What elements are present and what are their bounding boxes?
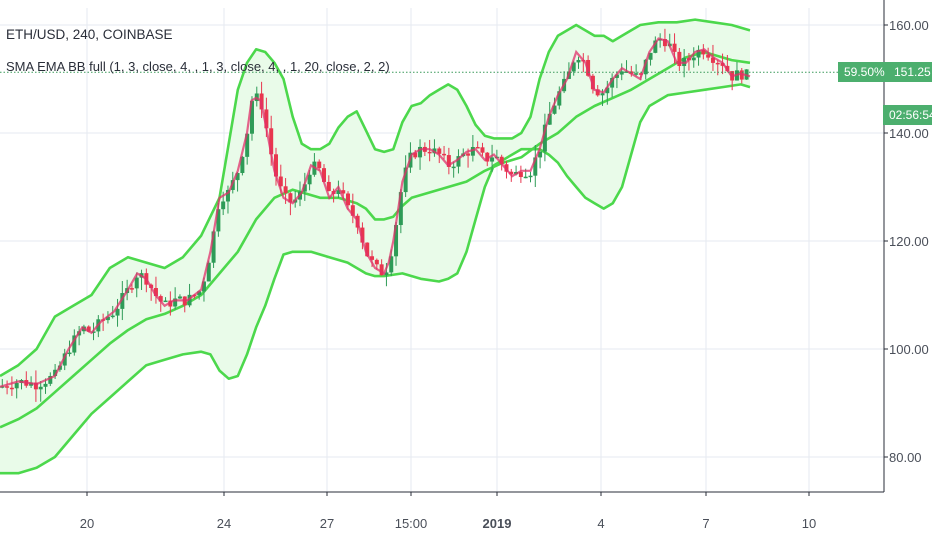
candle <box>273 147 278 186</box>
bollinger-lower-line <box>0 83 751 475</box>
candle <box>696 45 701 66</box>
candle <box>163 297 168 303</box>
time-tick-label: 15:00 <box>395 516 428 531</box>
candle <box>326 175 331 192</box>
indicator-legend[interactable]: SMA EMA BB full (1, 3, close, 4, , 1, 3,… <box>6 59 390 74</box>
ema-line <box>0 37 751 388</box>
bollinger-upper-line <box>0 18 751 378</box>
candle <box>5 380 10 395</box>
price-tick-label: 120.00 <box>889 234 929 249</box>
percent-tag: 59.50% <box>838 62 891 82</box>
candle <box>427 139 432 162</box>
price-tick-label: 80.00 <box>889 450 922 465</box>
candle <box>346 191 351 210</box>
time-tick-label: 4 <box>597 516 604 531</box>
candle <box>542 113 547 162</box>
candle <box>557 86 562 110</box>
candle <box>62 348 67 371</box>
candle <box>403 155 408 198</box>
time-tick-label: 10 <box>802 516 816 531</box>
candle <box>153 276 158 304</box>
candle <box>528 171 533 183</box>
candle <box>576 56 581 69</box>
candle <box>173 287 178 310</box>
candle <box>206 260 211 282</box>
candle <box>442 145 447 160</box>
candle <box>177 294 182 299</box>
candle <box>518 165 523 183</box>
candle <box>134 272 139 298</box>
time-tick-label: 27 <box>320 516 334 531</box>
candle <box>374 258 379 270</box>
candle <box>38 381 43 402</box>
candle <box>235 172 240 192</box>
candle <box>619 63 624 81</box>
candle <box>9 376 14 396</box>
candle <box>691 47 696 68</box>
price-axis[interactable]: 80.00 100.00 120.00 140.00 160.00 <box>884 18 929 465</box>
candle <box>129 283 134 294</box>
time-axis[interactable]: 20 24 27 15:00 2019 4 7 10 <box>80 492 816 531</box>
candle <box>240 155 245 176</box>
candle <box>33 370 38 402</box>
candle <box>288 192 293 216</box>
candle <box>701 44 706 60</box>
candle <box>571 60 576 76</box>
candle <box>456 149 461 174</box>
candle <box>350 193 355 224</box>
candle <box>677 47 682 72</box>
candle <box>470 135 475 162</box>
candle <box>538 151 543 169</box>
candle <box>451 161 456 178</box>
candle <box>72 329 77 356</box>
candle <box>245 133 250 165</box>
candle <box>648 52 653 66</box>
symbol-legend[interactable]: ETH/USD, 240, COINBASE <box>6 27 173 42</box>
time-tick-label: 24 <box>217 516 231 531</box>
candle <box>317 159 322 171</box>
time-tick-label: 2019 <box>483 516 512 531</box>
candle <box>115 298 120 327</box>
time-tick-label: 20 <box>80 516 94 531</box>
price-tick-label: 140.00 <box>889 126 929 141</box>
price-tick-label: 100.00 <box>889 342 929 357</box>
bollinger-band-fill <box>0 19 750 474</box>
candle <box>634 64 639 77</box>
candle <box>610 73 615 98</box>
candle <box>446 147 451 175</box>
bollinger-middle-line <box>0 50 751 429</box>
candle <box>605 80 610 105</box>
candle <box>225 185 230 214</box>
price-tick-label: 160.00 <box>889 18 929 33</box>
last-price-tag: 151.25 <box>888 62 932 82</box>
candle <box>158 294 163 312</box>
countdown-tag: 02:56:54 <box>883 105 932 125</box>
candle <box>480 142 485 156</box>
candle <box>475 141 480 149</box>
candle <box>490 144 495 173</box>
candle <box>533 144 538 188</box>
candle <box>307 169 312 191</box>
candle <box>418 139 423 170</box>
time-tick-label: 7 <box>702 516 709 531</box>
